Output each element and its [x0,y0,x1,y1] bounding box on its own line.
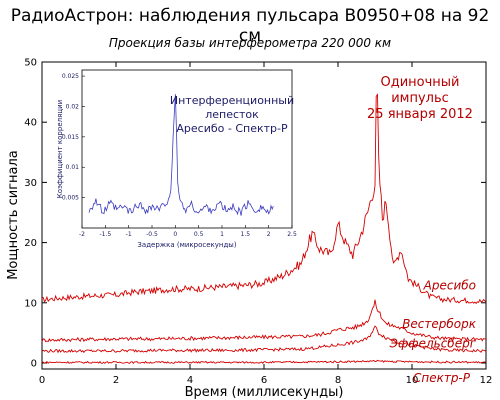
x-tick-label: 12 [480,375,493,386]
inset-x-tick-label: 0 [173,231,177,238]
inset-x-tick-label: 0.5 [194,231,204,238]
inset-series-line [88,94,274,216]
series-label-аресибо: Аресибо [423,279,476,293]
inset-y-tick-label: 0.025 [62,73,79,80]
y-tick-label: 40 [24,118,37,129]
x-axis-label: Время (миллисекунды) [185,385,344,400]
inset-y-tick-label: 0.005 [62,195,79,202]
series-label-спектр-р: Спектр-Р [413,371,471,385]
chart-subtitle: Проекция базы интерферометра 220 000 км [108,36,392,50]
y-axis-label: Мощность сигнала [6,150,21,280]
x-tick-label: 6 [261,375,267,386]
inset-plot-frame [81,69,293,229]
inset-x-tick-label: 1.5 [241,231,251,238]
series-line-спектр-р [41,359,487,365]
x-tick-label: 2 [113,375,119,386]
series-line-эффельсберг [41,325,487,354]
inset-y-tick-label: 0.02 [66,103,80,110]
inset-y-tick-label: 0.015 [62,134,79,141]
x-tick-label: 0 [39,375,45,386]
inset-axis-ticks: -2 -1.5 -1 -0.5 0 0.5 1 1.5 2 2.5 0.005 0.01 0.015 0.… [62,73,297,238]
x-tick-label: 8 [335,375,341,386]
inset-annotation-line-2: лепесток [205,108,259,121]
inset-x-tick-label: -1.5 [99,231,111,238]
inset-x-tick-label: 1 [220,231,224,238]
annotation-line-2: импульс [391,91,449,106]
y-tick-label: 10 [24,298,37,309]
main-series-group [41,93,487,365]
y-tick-label: 0 [31,358,37,369]
annotation-line-1: Одиночный [380,75,459,90]
chart-title: РадиоАстрон: наблюдения пульсара B0950+0… [10,6,490,46]
inset-annotation-line-3: Аресибо - Спектр-Р [176,122,288,135]
series-labels: Аресибо Вестерборк Эффельсберг Спектр-Р [389,279,477,386]
inset-y-axis-label: Коэффициент корреляции [56,100,64,198]
inset-y-tick-label: 0.01 [66,164,80,171]
annotation-line-3: 25 января 2012 [367,107,473,122]
series-label-эффельсберг: Эффельсберг [389,336,477,350]
inset-series-group [88,94,274,216]
inset-x-tick-label: 2 [267,231,271,238]
inset-annotation-line-1: Интерференционный [170,94,294,107]
inset-x-tick-label: 2.5 [287,231,297,238]
series-line-аресибо [41,93,487,305]
series-label-вестерборк: Вестерборк [402,317,477,331]
y-tick-label: 20 [24,238,37,249]
inset-x-tick-label: -0.5 [146,231,158,238]
inset-x-tick-label: -2 [79,231,85,238]
series-line-вестерборк [41,299,487,343]
y-tick-label: 50 [24,58,37,69]
inset-x-tick-label: -1 [126,231,132,238]
x-tick-label: 10 [406,375,419,386]
y-tick-label: 30 [24,178,37,189]
x-tick-label: 4 [187,375,193,386]
inset-x-axis-label: Задержка (микросекунды) [137,241,236,249]
